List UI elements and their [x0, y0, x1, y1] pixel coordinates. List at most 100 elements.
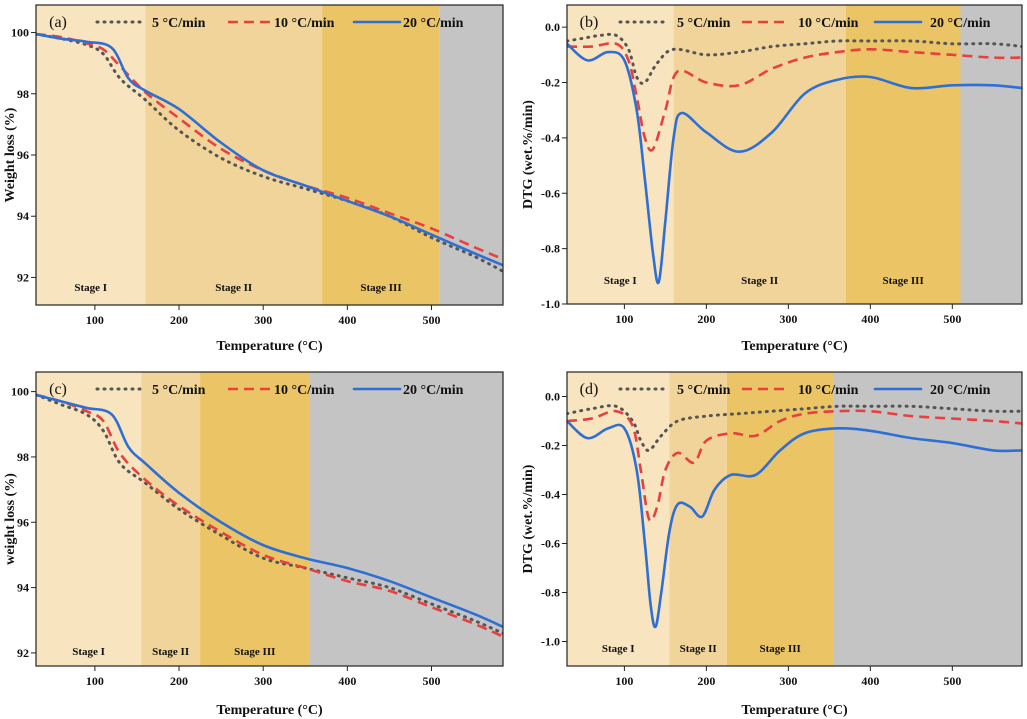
- stage-label-1: Stage I: [72, 646, 105, 658]
- legend-label-2: 10 °C/min: [798, 383, 859, 398]
- series-group: [567, 32, 1022, 285]
- series-line-1: [567, 404, 1022, 452]
- legend-label-1: 5 °C/min: [152, 16, 206, 31]
- x-tick-label: 500: [422, 313, 440, 327]
- x-tick-label: 300: [779, 312, 797, 326]
- y-tick-label: -0.4: [541, 488, 560, 502]
- x-tick-label: 200: [170, 313, 188, 327]
- stage-label-3: Stage III: [360, 282, 401, 294]
- x-tick-label: 300: [254, 313, 272, 327]
- y-tick-label: 94: [17, 209, 29, 223]
- legend-label-3: 20 °C/min: [930, 16, 991, 31]
- y-tick-label: 0.0: [545, 20, 560, 34]
- stage-label-3: Stage III: [760, 643, 801, 655]
- y-tick-label: -1.0: [541, 297, 560, 311]
- y-tick-label: -0.8: [541, 242, 560, 256]
- stage-label-2: Stage II: [680, 643, 717, 655]
- stage-label-1: Stage I: [74, 282, 107, 294]
- y-tick-label: 100: [11, 26, 29, 40]
- y-axis-label: DTG (wet.%/min): [521, 100, 536, 209]
- stage-label-2: Stage II: [215, 282, 252, 294]
- y-tick-label: -0.8: [541, 586, 560, 600]
- x-tick-label: 300: [779, 674, 797, 688]
- y-tick-label: -0.6: [541, 537, 560, 551]
- x-tick-label: 400: [861, 312, 879, 326]
- series-line-2: [567, 41, 1022, 152]
- x-tick-label: 400: [338, 313, 356, 327]
- y-tick-label: 98: [17, 87, 29, 101]
- legend-label-2: 10 °C/min: [798, 16, 859, 31]
- stage-band-2: [141, 372, 201, 666]
- stage-label-3: Stage III: [234, 646, 275, 658]
- panel-letter: (a): [49, 14, 67, 31]
- y-tick-label: -0.6: [541, 186, 560, 200]
- x-tick-label: 500: [943, 674, 961, 688]
- stage-band-3: [726, 372, 834, 666]
- y-tick-label: 92: [17, 646, 29, 660]
- y-tick-label: -1.0: [541, 635, 560, 649]
- series-line-1: [36, 32, 503, 273]
- x-axis-label: Temperature (°C): [741, 703, 848, 718]
- legend-label-1: 5 °C/min: [677, 383, 731, 398]
- y-tick-label: 94: [17, 581, 29, 595]
- x-tick-label: 200: [170, 674, 188, 688]
- series-group: [36, 393, 503, 638]
- stage-band-2: [145, 5, 323, 305]
- stage-band-1: [36, 372, 142, 666]
- x-tick-label: 100: [86, 674, 104, 688]
- stage-band-1: [36, 5, 146, 305]
- stage-label-1: Stage I: [602, 643, 635, 655]
- stage-band-2: [673, 5, 846, 304]
- x-tick-label: 400: [338, 674, 356, 688]
- y-tick-label: 96: [17, 515, 29, 529]
- series-line-1: [567, 32, 1022, 85]
- x-tick-label: 200: [697, 674, 715, 688]
- x-axis-label: Temperature (°C): [216, 703, 323, 718]
- y-tick-label: 92: [17, 270, 29, 284]
- stage-band-3: [845, 5, 961, 304]
- x-tick-label: 100: [615, 312, 633, 326]
- x-tick-label: 500: [943, 312, 961, 326]
- series-line-1: [36, 393, 503, 635]
- stage-band-4: [309, 372, 503, 666]
- legend-label-2: 10 °C/min: [274, 16, 335, 31]
- y-tick-label: 98: [17, 450, 29, 464]
- plot-frame: [566, 4, 1023, 305]
- legend-label-3: 20 °C/min: [930, 383, 991, 398]
- stage-label-2: Stage II: [741, 275, 778, 287]
- legend-label-3: 20 °C/min: [403, 383, 464, 398]
- y-axis-label: DTG (wet.%/min): [521, 464, 536, 573]
- plot-frame: [566, 371, 1023, 667]
- x-tick-label: 300: [254, 674, 272, 688]
- stage-band-4: [960, 5, 1022, 304]
- legend-label-1: 5 °C/min: [677, 16, 731, 31]
- legend-label-1: 5 °C/min: [152, 383, 206, 398]
- legend-label-2: 10 °C/min: [274, 383, 335, 398]
- series-line-3: [567, 419, 1022, 629]
- x-tick-label: 100: [615, 674, 633, 688]
- y-tick-label: -0.2: [541, 439, 560, 453]
- stage-label-2: Stage II: [152, 646, 189, 658]
- x-tick-label: 400: [861, 674, 879, 688]
- y-tick-label: 100: [11, 385, 29, 399]
- panel-letter: (d): [580, 381, 599, 398]
- stage-band-1: [567, 5, 674, 304]
- y-axis-label: Weight loss (%): [3, 107, 18, 202]
- y-tick-label: 96: [17, 148, 29, 162]
- panel-letter: (c): [49, 381, 67, 398]
- series-line-2: [36, 32, 503, 261]
- panel-b: Stage I Stage II Stage III 100 200 300 400 500 0…: [521, 4, 1023, 354]
- series-line-3: [567, 42, 1022, 285]
- series-line-3: [36, 32, 503, 267]
- y-tick-label: 0.0: [545, 390, 560, 404]
- legend-label-3: 20 °C/min: [403, 16, 464, 31]
- plot-frame: [35, 371, 504, 667]
- y-tick-label: -0.2: [541, 76, 560, 90]
- y-axis-label: weight loss (%): [3, 473, 18, 565]
- series-group: [36, 32, 503, 273]
- x-axis-label: Temperature (°C): [216, 339, 323, 354]
- panel-d: Stage I Stage II Stage III 100 200 300 400 500 0…: [521, 371, 1023, 718]
- x-tick-label: 500: [422, 674, 440, 688]
- x-tick-label: 100: [86, 313, 104, 327]
